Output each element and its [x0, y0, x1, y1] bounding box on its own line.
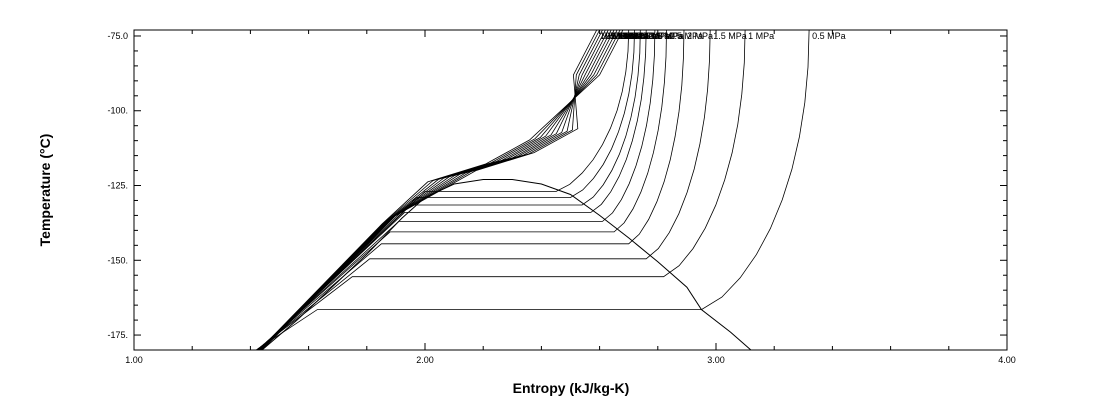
- isobar-line: [256, 30, 746, 350]
- isobar-line: [261, 30, 598, 350]
- x-axis-title: Entropy (kJ/kg-K): [513, 380, 630, 396]
- isobar-label: 1.5 MPa: [713, 31, 747, 41]
- x-tick-label: 1.00: [125, 355, 143, 365]
- isobar-line: [259, 30, 624, 350]
- isobar-line: [258, 30, 641, 350]
- isobar-label: 0.5 MPa: [812, 31, 846, 41]
- isobar-label: 8 MPa: [611, 31, 637, 41]
- isobar-label: 6.5 MPa: [620, 31, 654, 41]
- isobar-line: [261, 30, 603, 350]
- isobar-line: [257, 30, 656, 350]
- isobar-line: [255, 30, 810, 350]
- isobar-line: [259, 30, 618, 350]
- axis-ticks: 1.00 2.00 3.00 4.00 -75.0 -100. -125. -150. -175…: [107, 30, 1016, 365]
- isobar-label: 1 MPa: [748, 31, 774, 41]
- isobar-label: 2.5 MPa: [670, 31, 704, 41]
- isobar-label: 4 MPa: [643, 31, 669, 41]
- isobar-label: 7.5 MPa: [614, 31, 648, 41]
- isobar-label: 7 MPa: [617, 31, 643, 41]
- saturation-dome: [261, 179, 752, 350]
- isobar-line: [258, 30, 635, 350]
- isobar-line: [256, 30, 685, 350]
- isobar-line: [258, 30, 630, 350]
- y-tick-label: -100.: [107, 106, 128, 116]
- isobar-line: [260, 30, 612, 350]
- plot-area: [255, 30, 810, 350]
- isobar-label: 2 MPa: [687, 31, 713, 41]
- x-tick-label: 4.00: [998, 355, 1016, 365]
- isobar-label: 3.5 MPa: [649, 31, 683, 41]
- isobar-line: [257, 30, 647, 350]
- isobar-label: 5.5 MPa: [626, 31, 660, 41]
- y-tick-label: -150.: [107, 255, 128, 265]
- x-tick-label: 2.00: [416, 355, 434, 365]
- isobar-label: 4.5 MPa: [638, 31, 672, 41]
- plot-frame: [133, 29, 1008, 351]
- isobar-label: 5 MPa: [632, 31, 658, 41]
- isobar-label: 6 MPa: [623, 31, 649, 41]
- y-tick-label: -75.0: [107, 31, 128, 41]
- isobar-label: 9 MPa: [606, 31, 632, 41]
- isobar-label: 8.5 MPa: [608, 31, 642, 41]
- isobar-line: [257, 30, 667, 350]
- x-tick-label: 3.00: [707, 355, 725, 365]
- y-tick-label: -175.: [107, 330, 128, 340]
- isobar-label: 9.5 MPa: [603, 31, 637, 41]
- isobar-label: 10 MPa: [600, 31, 631, 41]
- y-axis-title: Temperature (°C): [37, 134, 53, 247]
- isobar-line: [256, 30, 711, 350]
- isobar-label: 3 MPa: [658, 31, 684, 41]
- y-tick-label: -125.: [107, 181, 128, 191]
